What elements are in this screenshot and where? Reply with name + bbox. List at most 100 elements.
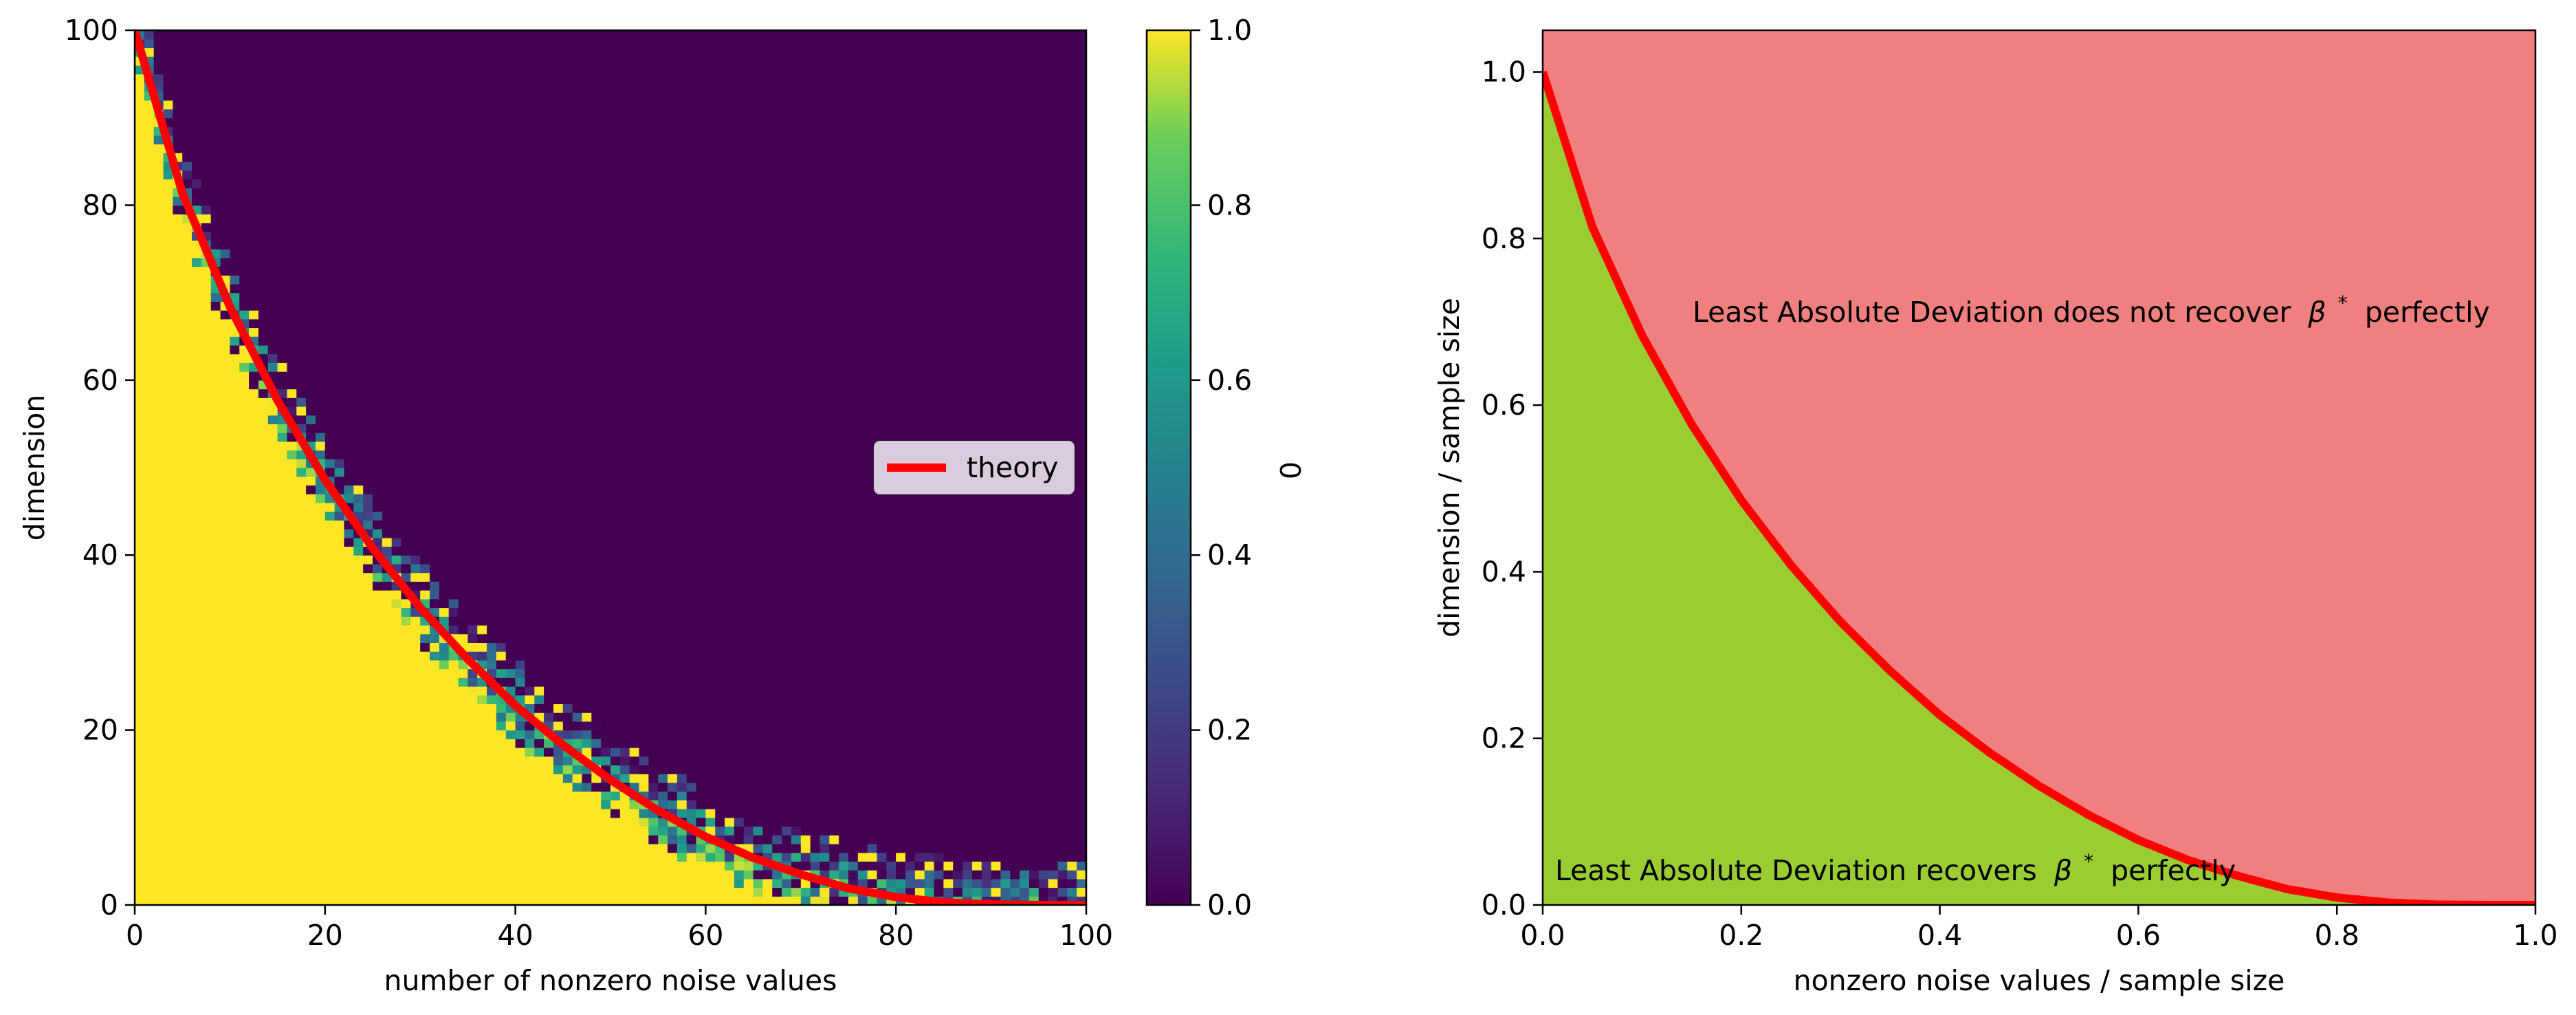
heatmap-cell	[857, 668, 868, 678]
heatmap-cell	[496, 712, 507, 722]
heatmap-cell	[239, 739, 250, 748]
heatmap-cell	[220, 659, 230, 670]
heatmap-cell	[696, 659, 706, 670]
heatmap-cell	[239, 878, 250, 888]
heatmap-cell	[743, 468, 754, 477]
heatmap-cell	[430, 765, 440, 774]
heatmap-cell	[192, 852, 202, 862]
heatmap-cell	[344, 887, 354, 897]
heatmap-cell	[544, 747, 554, 757]
heatmap-cell	[582, 468, 592, 477]
heatmap-cell	[924, 695, 935, 705]
heatmap-cell	[296, 642, 307, 652]
heatmap-cell	[420, 896, 430, 905]
heatmap-cell	[201, 590, 212, 600]
heatmap-cell	[210, 642, 221, 652]
heatmap-cell	[601, 598, 611, 609]
heatmap-cell	[363, 468, 373, 477]
heatmap-cell	[487, 721, 497, 731]
heatmap-cell	[344, 668, 354, 678]
heatmap-cell	[819, 590, 830, 600]
heatmap-cell	[239, 747, 250, 757]
heatmap-cell	[867, 529, 878, 538]
heatmap-cell	[230, 765, 240, 774]
heatmap-cell	[448, 739, 459, 748]
heatmap-cell	[1010, 642, 1020, 652]
heatmap-cell	[239, 870, 250, 880]
heatmap-cell	[896, 555, 906, 565]
heatmap-cell	[277, 546, 288, 556]
heatmap-cell	[496, 774, 507, 783]
heatmap-cell	[639, 511, 649, 521]
heatmap-cell	[1067, 703, 1077, 713]
heatmap-cell	[344, 677, 354, 687]
heatmap-cell	[715, 529, 725, 538]
heatmap-cell	[762, 782, 773, 792]
heatmap-cell	[258, 721, 269, 731]
heatmap-cell	[800, 677, 811, 687]
heatmap-cell	[439, 870, 450, 880]
heatmap-cell	[971, 677, 982, 687]
heatmap-cell	[896, 852, 906, 862]
heatmap-cell	[886, 861, 896, 871]
heatmap-cell	[848, 677, 859, 687]
heatmap-cell	[1020, 817, 1030, 827]
heatmap-cell	[572, 572, 583, 582]
heatmap-cell	[458, 677, 468, 687]
heatmap-cell	[306, 896, 316, 905]
heatmap-cell	[867, 546, 878, 556]
heatmap-cell	[467, 485, 478, 494]
heatmap-cell	[772, 677, 782, 687]
heatmap-cell	[962, 651, 973, 661]
heatmap-cell	[239, 476, 250, 486]
heatmap-cell	[153, 782, 164, 792]
heatmap-cell	[467, 730, 478, 739]
heatmap-cell	[829, 826, 839, 836]
heatmap-cell	[819, 782, 830, 792]
heatmap-cell	[267, 835, 278, 844]
heatmap-cell	[1038, 703, 1049, 713]
heatmap-cell	[1038, 887, 1049, 897]
heatmap-cell	[306, 511, 316, 521]
heatmap-cell	[886, 774, 896, 783]
heatmap-cell	[525, 756, 535, 766]
heatmap-cell	[163, 843, 173, 853]
heatmap-cell	[782, 659, 792, 670]
heatmap-cell	[791, 721, 802, 731]
heatmap-cell	[220, 651, 230, 661]
heatmap-cell	[829, 843, 839, 853]
heatmap-cell	[505, 537, 516, 547]
heatmap-cell	[981, 668, 992, 678]
heatmap-cell	[515, 695, 526, 705]
heatmap-cell	[344, 826, 354, 836]
heatmap-cell	[201, 703, 212, 713]
heatmap-cell	[601, 537, 611, 547]
heatmap-cell	[1028, 835, 1039, 844]
heatmap-cell	[373, 581, 383, 591]
heatmap-cell	[1077, 800, 1086, 809]
heatmap-cell	[163, 668, 173, 678]
heatmap-cell	[182, 546, 192, 556]
heatmap-cell	[267, 695, 278, 705]
heatmap-cell	[192, 537, 202, 547]
heatmap-cell	[1067, 494, 1077, 503]
heatmap-cell	[249, 896, 259, 905]
heatmap-cell	[610, 817, 621, 827]
heatmap-cell	[505, 800, 516, 809]
heatmap-cell	[943, 659, 954, 670]
heatmap-cell	[182, 712, 192, 722]
heatmap-cell	[782, 642, 792, 652]
heatmap-cell	[658, 747, 668, 757]
heatmap-cell	[857, 739, 868, 748]
heatmap-cell	[324, 616, 335, 626]
heatmap-cell	[991, 651, 1002, 661]
heatmap-cell	[867, 817, 878, 827]
heatmap-cell	[1038, 800, 1049, 809]
heatmap-cell	[182, 861, 192, 871]
heatmap-cell	[353, 502, 364, 512]
heatmap-cell	[639, 668, 649, 678]
heatmap-cell	[914, 887, 925, 897]
heatmap-cell	[363, 555, 373, 565]
heatmap-cell	[1000, 651, 1011, 661]
